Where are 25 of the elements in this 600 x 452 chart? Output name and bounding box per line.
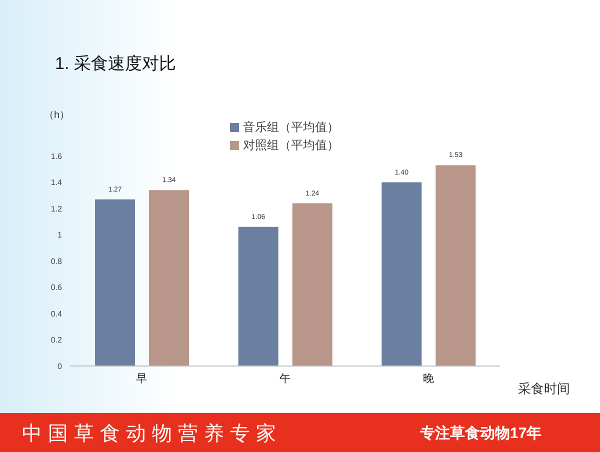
y-tick-label: 1.6 — [50, 152, 63, 161]
text: 专注草食动物17年 — [420, 424, 542, 443]
y-tick-label: 1.2 — [50, 204, 63, 214]
y-tick-label: 1 — [58, 230, 63, 240]
y-axis-title: （h） — [44, 109, 70, 122]
legend-label: 音乐组（平均值） — [243, 120, 339, 134]
x-axis-title: 采食时间 — [518, 380, 570, 398]
legend-label: 对照组（平均值） — [243, 138, 339, 152]
x-tick-label: 晚 — [422, 372, 434, 385]
chart-title: 1. 采食速度对比 — [55, 53, 176, 75]
x-tick-label: 午 — [280, 372, 290, 385]
x-tick-label: 早 — [136, 372, 148, 385]
y-tick-label: 1.4 — [50, 178, 63, 188]
y-tick-label: 0.6 — [50, 283, 63, 292]
text: 中国草食动物营养专家 — [22, 420, 282, 447]
y-tick-label: 0.4 — [50, 309, 63, 318]
bar — [149, 190, 189, 366]
bar — [292, 203, 332, 366]
bar — [436, 165, 476, 366]
y-tick-label: 0 — [58, 362, 63, 371]
bar — [382, 182, 422, 366]
bar — [238, 226, 278, 366]
y-tick-label: 0.8 — [50, 256, 63, 266]
y-tick-label: 0.2 — [50, 336, 63, 345]
bar — [95, 199, 135, 366]
